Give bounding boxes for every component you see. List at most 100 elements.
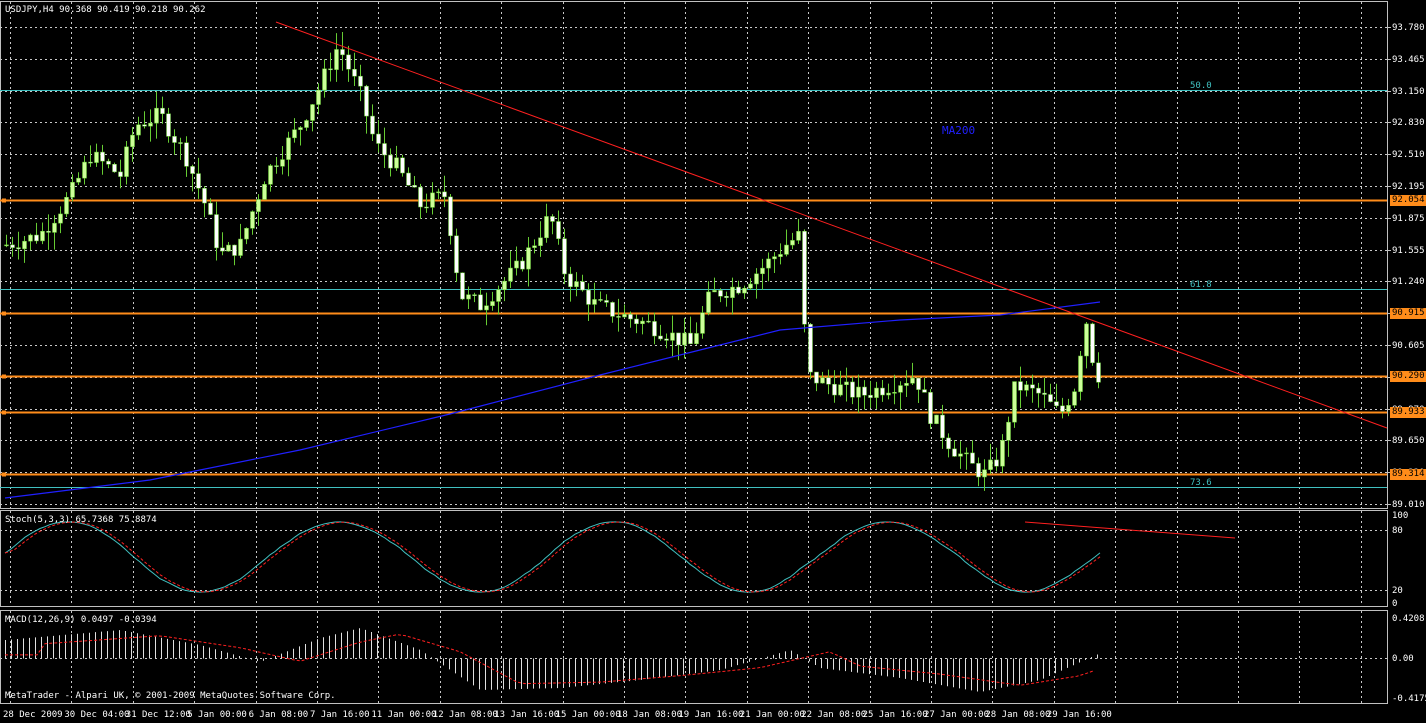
candles (4, 32, 1101, 491)
watermark: MetaTrader - Alpari UK, © 2001-2009 Meta… (5, 691, 336, 701)
candle-body (412, 185, 417, 188)
macd-axis-label: 0.4208 (1392, 613, 1425, 624)
candle-body (622, 314, 627, 318)
candle-body (400, 157, 405, 174)
candle-body (880, 387, 885, 396)
candle-body (526, 247, 531, 270)
candle-body (904, 383, 909, 386)
candle-body (334, 49, 339, 70)
candle-body (1078, 355, 1083, 392)
candle-body (598, 299, 603, 301)
candle-body (1000, 440, 1005, 467)
candle-body (28, 234, 33, 242)
candle-body (328, 68, 333, 71)
candle-body (1072, 391, 1077, 406)
price-axis-label: 92.195 (1392, 181, 1425, 192)
candle-body (460, 272, 465, 300)
candle-body (790, 240, 795, 246)
price-chart-canvas[interactable] (0, 0, 1426, 510)
candle-body (868, 394, 873, 398)
candle-body (502, 280, 507, 291)
candle-body (490, 301, 495, 306)
candle-body (694, 333, 699, 344)
candle-body (964, 452, 969, 455)
candle-body (940, 414, 945, 439)
candle-body (814, 371, 819, 384)
candle-body (70, 182, 75, 198)
horizontal-line-handle (2, 410, 6, 415)
candle-body (382, 143, 387, 156)
candle-body (1030, 384, 1035, 389)
candle-body (706, 291, 711, 313)
candle-body (184, 142, 189, 167)
horizontal-line-handle (2, 198, 6, 203)
time-axis-label: 5 Jan 00:00 (187, 710, 247, 720)
stoch-main-line (4, 521, 1101, 593)
candle-body (538, 237, 543, 246)
price-axis-label: 93.465 (1392, 54, 1425, 65)
candle-body (322, 68, 327, 91)
candle-body (262, 184, 267, 200)
candle-body (988, 459, 993, 470)
candle-body (568, 273, 573, 288)
candle-body (106, 160, 111, 165)
candle-body (430, 192, 435, 208)
macd-pane[interactable]: MACD(12,26,9) 0.0497 -0.0394 MetaTrader … (0, 610, 1426, 705)
candle-body (1060, 405, 1065, 412)
candle-body (874, 387, 879, 398)
candle-body (58, 213, 63, 224)
stoch-frame (0, 510, 1388, 607)
stoch-axis-label: 0 (1392, 598, 1398, 609)
candle-body (238, 238, 243, 256)
candle-body (682, 332, 687, 346)
main-chart-pane[interactable]: USDJPY,H4 90.368 90.419 90.218 90.262 MA… (0, 0, 1426, 510)
candle-body (784, 244, 789, 255)
candle-body (712, 290, 717, 293)
candle-body (838, 384, 843, 396)
candle-body (718, 290, 723, 297)
macd-canvas[interactable] (0, 610, 1426, 705)
candle-body (298, 127, 303, 130)
candle-body (472, 294, 477, 296)
candle-body (946, 437, 951, 450)
candle-body (208, 202, 213, 215)
candle-body (484, 305, 489, 311)
candle-body (556, 221, 561, 239)
stoch-axis-label: 20 (1392, 585, 1403, 596)
macd-axis-label: -0.4175 (1392, 693, 1426, 704)
candle-body (796, 231, 801, 241)
candle-body (898, 385, 903, 393)
candle-body (736, 286, 741, 294)
candle-body (958, 453, 963, 457)
candle-body (340, 49, 345, 56)
candle-body (1042, 392, 1047, 395)
stoch-pane[interactable]: Stoch(5,3,3) 65.7368 75.8874 100 80 20 0 (0, 510, 1426, 609)
candle-body (1066, 405, 1071, 412)
candle-body (352, 68, 357, 77)
candle-body (808, 323, 813, 373)
candle-body (172, 136, 177, 143)
price-axis-label: 89.010 (1392, 499, 1425, 510)
candle-body (1006, 421, 1011, 441)
candle-body (178, 142, 183, 144)
candle-body (496, 289, 501, 302)
time-axis-label: 30 Dec 04:00 (64, 710, 130, 720)
candle-body (16, 247, 21, 250)
candle-body (562, 238, 567, 275)
time-axis-label: 21 Jan 00:00 (739, 710, 805, 720)
candle-body (982, 469, 987, 478)
candle-body (910, 377, 915, 384)
candle-body (766, 258, 771, 269)
candle-body (292, 129, 297, 139)
stoch-axis-label: 100 (1392, 510, 1409, 521)
time-axis-label: 29 Jan 16:00 (1046, 710, 1112, 720)
candle-body (670, 332, 675, 341)
price-axis-label: 93.150 (1392, 86, 1425, 97)
candle-body (1018, 381, 1023, 391)
price-axis-label: 91.240 (1392, 276, 1425, 287)
candle-body (856, 386, 861, 398)
candle-body (640, 320, 645, 325)
candle-body (64, 196, 69, 215)
macd-signal-line (5, 634, 1094, 686)
stoch-canvas[interactable] (0, 510, 1426, 608)
